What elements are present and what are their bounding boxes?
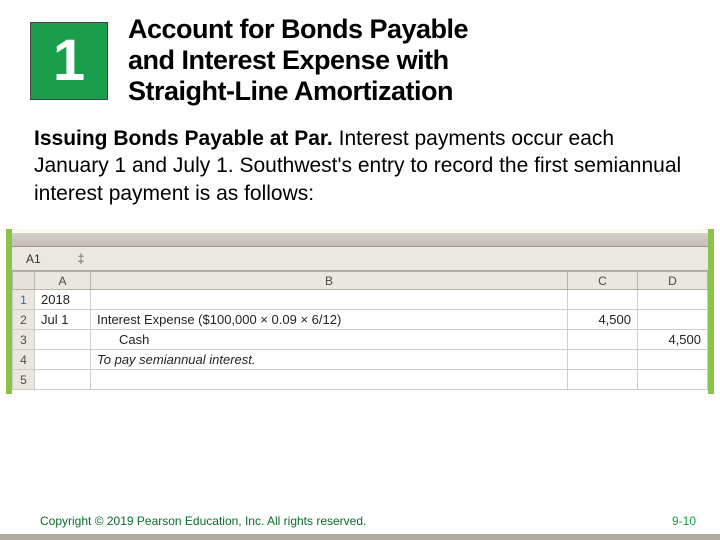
cell: Jul 1 (35, 310, 91, 330)
col-header: A (35, 272, 91, 290)
row-header: 2 (13, 310, 35, 330)
table-row: 3 Cash 4,500 (13, 330, 708, 350)
cell: Cash (91, 330, 568, 350)
cell: Interest Expense ($100,000 × 0.09 × 6/12… (91, 310, 568, 330)
table-row: 2Jul 1Interest Expense ($100,000 × 0.09 … (13, 310, 708, 330)
lead-bold: Issuing Bonds Payable at Par. (34, 127, 333, 150)
page-number: 9-10 (672, 514, 696, 528)
cell (91, 370, 568, 390)
cell (91, 290, 568, 310)
cell (568, 330, 638, 350)
cell (638, 290, 708, 310)
cell: 4,500 (638, 330, 708, 350)
cell (638, 350, 708, 370)
table-row: 5 (13, 370, 708, 390)
table-row: 4 To pay semiannual interest. (13, 350, 708, 370)
cell (568, 350, 638, 370)
row-header: 5 (13, 370, 35, 390)
col-header: C (568, 272, 638, 290)
row-header: 1 (13, 290, 35, 310)
slide-title: Account for Bonds Payable and Interest E… (128, 14, 468, 107)
chapter-number-badge: 1 (30, 22, 108, 100)
cell (638, 310, 708, 330)
cell: To pay semiannual interest. (91, 350, 568, 370)
col-header: B (91, 272, 568, 290)
name-box: A1 (12, 252, 74, 266)
formula-divider-icon: ‡ (74, 251, 88, 266)
col-header: D (638, 272, 708, 290)
cell: 4,500 (568, 310, 638, 330)
slide-header: 1 Account for Bonds Payable and Interest… (0, 0, 720, 117)
cell (568, 290, 638, 310)
cell (35, 370, 91, 390)
select-all-corner (13, 272, 35, 290)
table-row: 12018 (13, 290, 708, 310)
row-header: 4 (13, 350, 35, 370)
cell (568, 370, 638, 390)
copyright-text: Copyright © 2019 Pearson Education, Inc.… (40, 514, 366, 528)
spreadsheet-grid: A B C D 120182Jul 1Interest Expense ($10… (12, 271, 708, 390)
cell: 2018 (35, 290, 91, 310)
formula-bar: A1 ‡ (12, 247, 708, 271)
cell (35, 330, 91, 350)
cell (638, 370, 708, 390)
body-paragraph: Issuing Bonds Payable at Par. Interest p… (0, 117, 720, 207)
column-header-row: A B C D (13, 272, 708, 290)
footer-accent-bar (0, 534, 720, 540)
row-header: 3 (13, 330, 35, 350)
spreadsheet-container: A1 ‡ A B C D 120182Jul 1Interest Expense… (6, 229, 714, 394)
spreadsheet-toolbar (12, 233, 708, 247)
chapter-number: 1 (53, 32, 85, 90)
cell (35, 350, 91, 370)
